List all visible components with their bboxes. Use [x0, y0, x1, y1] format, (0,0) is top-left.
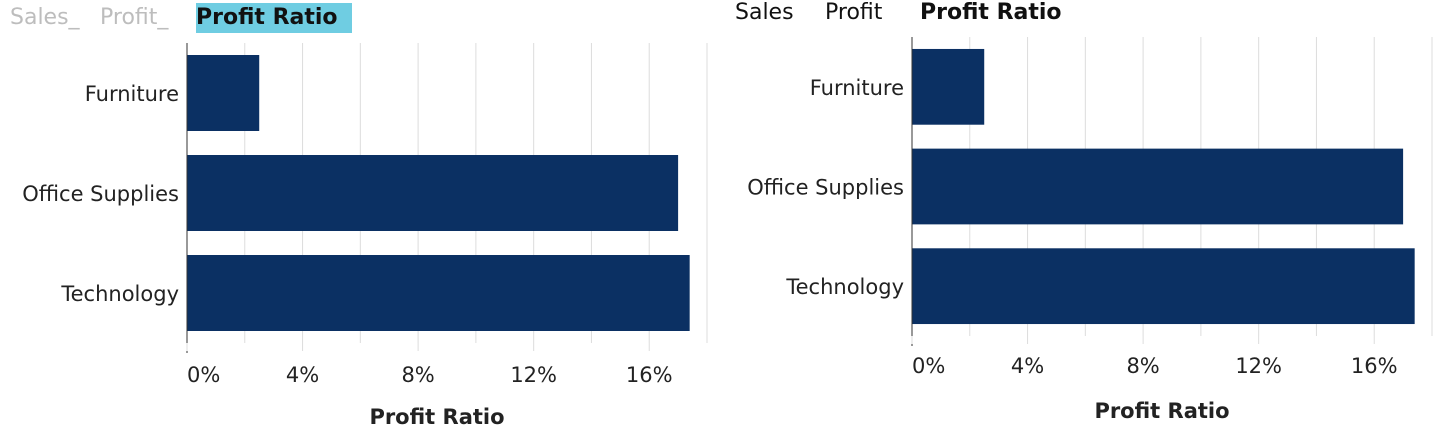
x-tick-label: 8%: [401, 363, 434, 387]
left-tab-bar: Sales_ Profit_ Profit Ratio: [0, 0, 700, 34]
bar-technology: [912, 248, 1415, 325]
category-label: Furniture: [810, 76, 904, 100]
x-tick-label: 12%: [1235, 354, 1282, 378]
category-label: Technology: [60, 282, 179, 306]
bar-furniture: [187, 55, 260, 131]
x-tick-label: 4%: [1011, 354, 1044, 378]
tab-profit-ratio[interactable]: Profit Ratio: [196, 3, 352, 33]
tab-profit-ratio[interactable]: Profit Ratio: [920, 0, 1062, 25]
bar-technology: [187, 255, 690, 331]
tab-profit[interactable]: Profit_: [100, 5, 169, 30]
category-label: Furniture: [85, 82, 179, 106]
x-tick-label: 4%: [286, 363, 319, 387]
x-tick-label: 0%: [912, 354, 945, 378]
tab-sales[interactable]: Sales_: [10, 5, 80, 30]
tab-sales[interactable]: Sales: [735, 0, 794, 25]
x-tick-label: 12%: [510, 363, 557, 387]
left-profit-ratio-chart: Furniture Office Supplies Technology 0% 4% 8%…: [22, 43, 708, 428]
category-label: Technology: [785, 275, 904, 299]
right-tab-bar: Sales Profit Profit Ratio: [720, 0, 1434, 34]
bar-furniture: [912, 48, 985, 125]
x-axis-title: Profit Ratio: [1094, 399, 1229, 423]
x-tick-label: 0%: [187, 363, 220, 387]
category-label: Office Supplies: [747, 176, 904, 200]
category-label: Office Supplies: [22, 182, 179, 206]
tab-profit[interactable]: Profit: [825, 0, 883, 25]
bar-office-supplies: [912, 148, 1404, 225]
x-tick-label: 16%: [1351, 354, 1398, 378]
x-tick-label: 16%: [626, 363, 673, 387]
x-tick-label: 8%: [1126, 354, 1159, 378]
bar-office-supplies: [187, 155, 679, 231]
x-axis-title: Profit Ratio: [369, 405, 504, 428]
